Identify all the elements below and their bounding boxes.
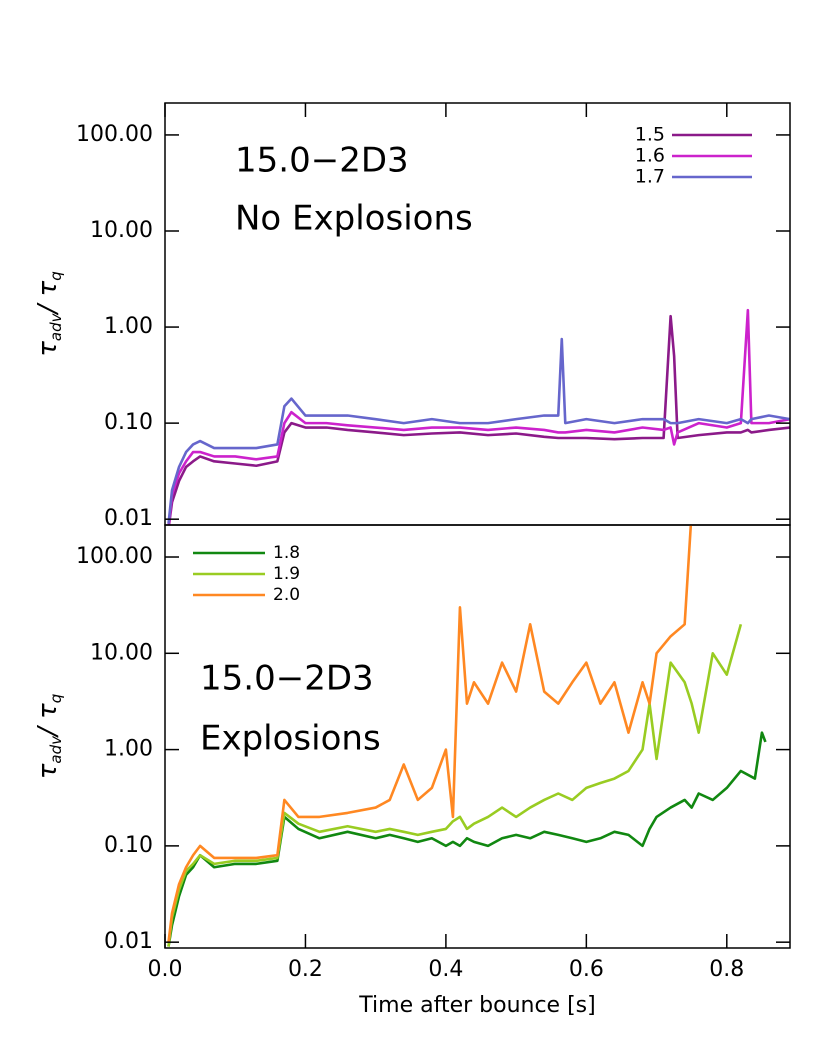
series-line (167, 308, 790, 525)
series-line (167, 337, 790, 524)
annotation: Explosions (200, 719, 381, 759)
legend-label: 1.5 (635, 124, 665, 146)
x-tick-label: 0.6 (569, 957, 604, 982)
y-tick-label: 0.01 (104, 929, 153, 954)
legend-label: 2.0 (273, 585, 300, 605)
label-subscript: q (47, 694, 65, 704)
y-tick-label: 1.00 (104, 314, 153, 339)
y-tick-label: 1.00 (104, 737, 153, 762)
annotation: 15.0−2D3 (200, 659, 374, 699)
y-tick-label: 0.10 (104, 410, 153, 435)
legend-label: 1.6 (635, 145, 665, 167)
label-part: / τ (33, 703, 63, 738)
y-tick-label: 0.01 (104, 506, 153, 531)
x-tick-label: 0.0 (148, 957, 183, 982)
legend-label: 1.9 (273, 564, 300, 584)
label-part: τ (33, 763, 63, 779)
annotation: 15.0−2D3 (235, 141, 409, 181)
label-subscript: adv (47, 312, 65, 341)
x-tick-label: 0.2 (288, 957, 323, 982)
y-tick-label: 10.00 (90, 640, 153, 665)
x-tick-label: 0.4 (428, 957, 463, 982)
x-tick-label: 0.8 (709, 957, 744, 982)
label-subscript: q (47, 271, 65, 281)
y-tick-label: 100.00 (76, 122, 153, 147)
series-line (167, 314, 790, 525)
label-subscript: adv (47, 735, 65, 764)
plot-frame (164, 524, 791, 949)
legend-label: 1.7 (635, 166, 665, 188)
x-axis-label: Time after bounce [s] (358, 993, 595, 1018)
annotation: No Explosions (235, 199, 473, 239)
y-axis-label: τadv/ τq (33, 271, 65, 356)
series-line (167, 623, 743, 947)
series-line (167, 525, 693, 943)
legend-label: 1.8 (273, 543, 300, 563)
label-part: τ (33, 341, 63, 357)
series-line (167, 731, 767, 947)
plot-area (167, 308, 790, 525)
y-tick-label: 100.00 (76, 544, 153, 569)
plot-area (167, 525, 767, 947)
y-axis-label: τadv/ τq (33, 694, 65, 779)
label-part: / τ (33, 280, 63, 315)
y-tick-label: 10.00 (90, 218, 153, 243)
y-tick-label: 0.10 (104, 833, 153, 858)
